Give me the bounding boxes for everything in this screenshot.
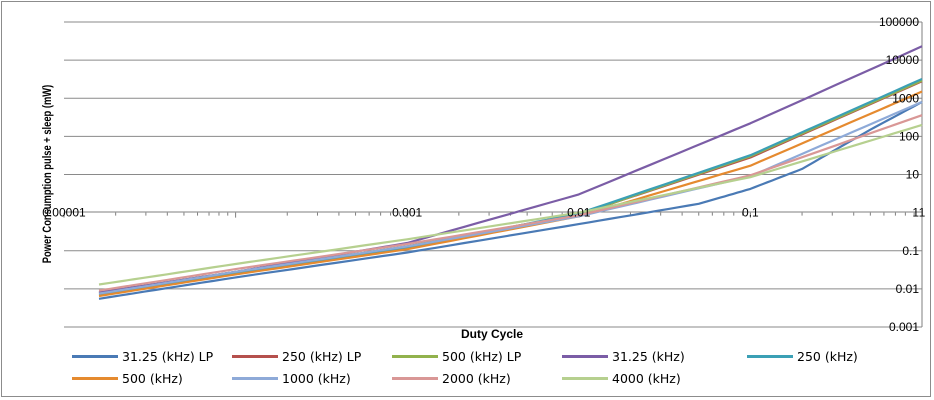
x-tick-label: 0.1 bbox=[742, 206, 759, 220]
series-line bbox=[98, 123, 923, 286]
legend-item: 4000 (kHz) bbox=[562, 370, 681, 386]
series-lines bbox=[98, 45, 923, 300]
series-line bbox=[98, 79, 923, 294]
y-tick-label: 100 bbox=[899, 129, 919, 143]
legend-swatch bbox=[392, 354, 438, 358]
legend-swatch bbox=[232, 376, 278, 380]
y-tick-label: 0.1 bbox=[902, 244, 919, 258]
y-tick-label: 0.01 bbox=[896, 282, 920, 296]
legend-label: 31.25 (kHz) LP bbox=[122, 348, 214, 364]
legend-label: 4000 (kHz) bbox=[612, 370, 681, 386]
legend-label: 250 (kHz) bbox=[797, 348, 858, 364]
y-tick-label: 10000 bbox=[886, 53, 920, 67]
legend-label: 2000 (kHz) bbox=[442, 370, 511, 386]
series-line bbox=[98, 77, 923, 296]
y-tick-label: 10 bbox=[906, 168, 920, 182]
legend-swatch bbox=[232, 354, 278, 358]
x-tick-label: 1 bbox=[919, 206, 926, 220]
y-gridlines bbox=[64, 21, 922, 328]
legend-item: 1000 (kHz) bbox=[232, 370, 351, 386]
x-tick-marks bbox=[63, 212, 923, 218]
legend-label: 500 (kHz) LP bbox=[442, 348, 522, 364]
chart-plot: 0.00001 0.001 0.01 0.1 1 1000001000010001001… bbox=[41, 15, 926, 341]
legend-swatch bbox=[562, 376, 608, 380]
y-axis-title: Power Consumption pulse + sleep (mW) bbox=[41, 84, 54, 263]
y-tick-labels: 100000 10000 1000 100 10 1 0.1 0.01 0.001 bbox=[879, 15, 919, 334]
legend-item: 250 (kHz) LP bbox=[232, 348, 361, 364]
chart-legend: 31.25 (kHz) LP 250 (kHz) LP 500 (kHz) LP 31… bbox=[72, 348, 912, 398]
legend-swatch bbox=[747, 354, 793, 358]
legend-label: 31.25 (kHz) bbox=[612, 348, 685, 364]
series-line bbox=[98, 100, 923, 300]
legend-item: 500 (kHz) LP bbox=[392, 348, 521, 364]
series-line bbox=[98, 100, 923, 295]
y-tick-label: 0.001 bbox=[889, 320, 919, 334]
series-line bbox=[98, 90, 923, 298]
legend-label: 1000 (kHz) bbox=[282, 370, 351, 386]
legend-swatch bbox=[392, 376, 438, 380]
x-axis-title: Duty Cycle bbox=[461, 327, 523, 341]
legend-item: 31.25 (kHz) LP bbox=[72, 348, 213, 364]
legend-label: 250 (kHz) LP bbox=[282, 348, 362, 364]
legend-swatch bbox=[72, 354, 118, 358]
legend-label: 500 (kHz) bbox=[122, 370, 183, 386]
x-tick-label: 0.00001 bbox=[42, 206, 86, 220]
x-tick-label: 0.001 bbox=[392, 206, 422, 220]
y-tick-label: 1000 bbox=[892, 91, 919, 105]
legend-item: 500 (kHz) bbox=[72, 370, 183, 386]
series-line bbox=[98, 114, 923, 292]
series-line bbox=[98, 80, 923, 295]
legend-swatch bbox=[562, 354, 608, 358]
y-tick-label: 1 bbox=[912, 206, 919, 220]
x-tick-labels: 0.00001 0.001 0.01 0.1 1 bbox=[42, 206, 925, 220]
legend-item: 2000 (kHz) bbox=[392, 370, 511, 386]
legend-swatch bbox=[72, 376, 118, 380]
legend-item: 250 (kHz) bbox=[747, 348, 858, 364]
y-tick-label: 100000 bbox=[879, 15, 919, 29]
x-tick-label: 0.01 bbox=[567, 206, 591, 220]
legend-item: 31.25 (kHz) bbox=[562, 348, 685, 364]
